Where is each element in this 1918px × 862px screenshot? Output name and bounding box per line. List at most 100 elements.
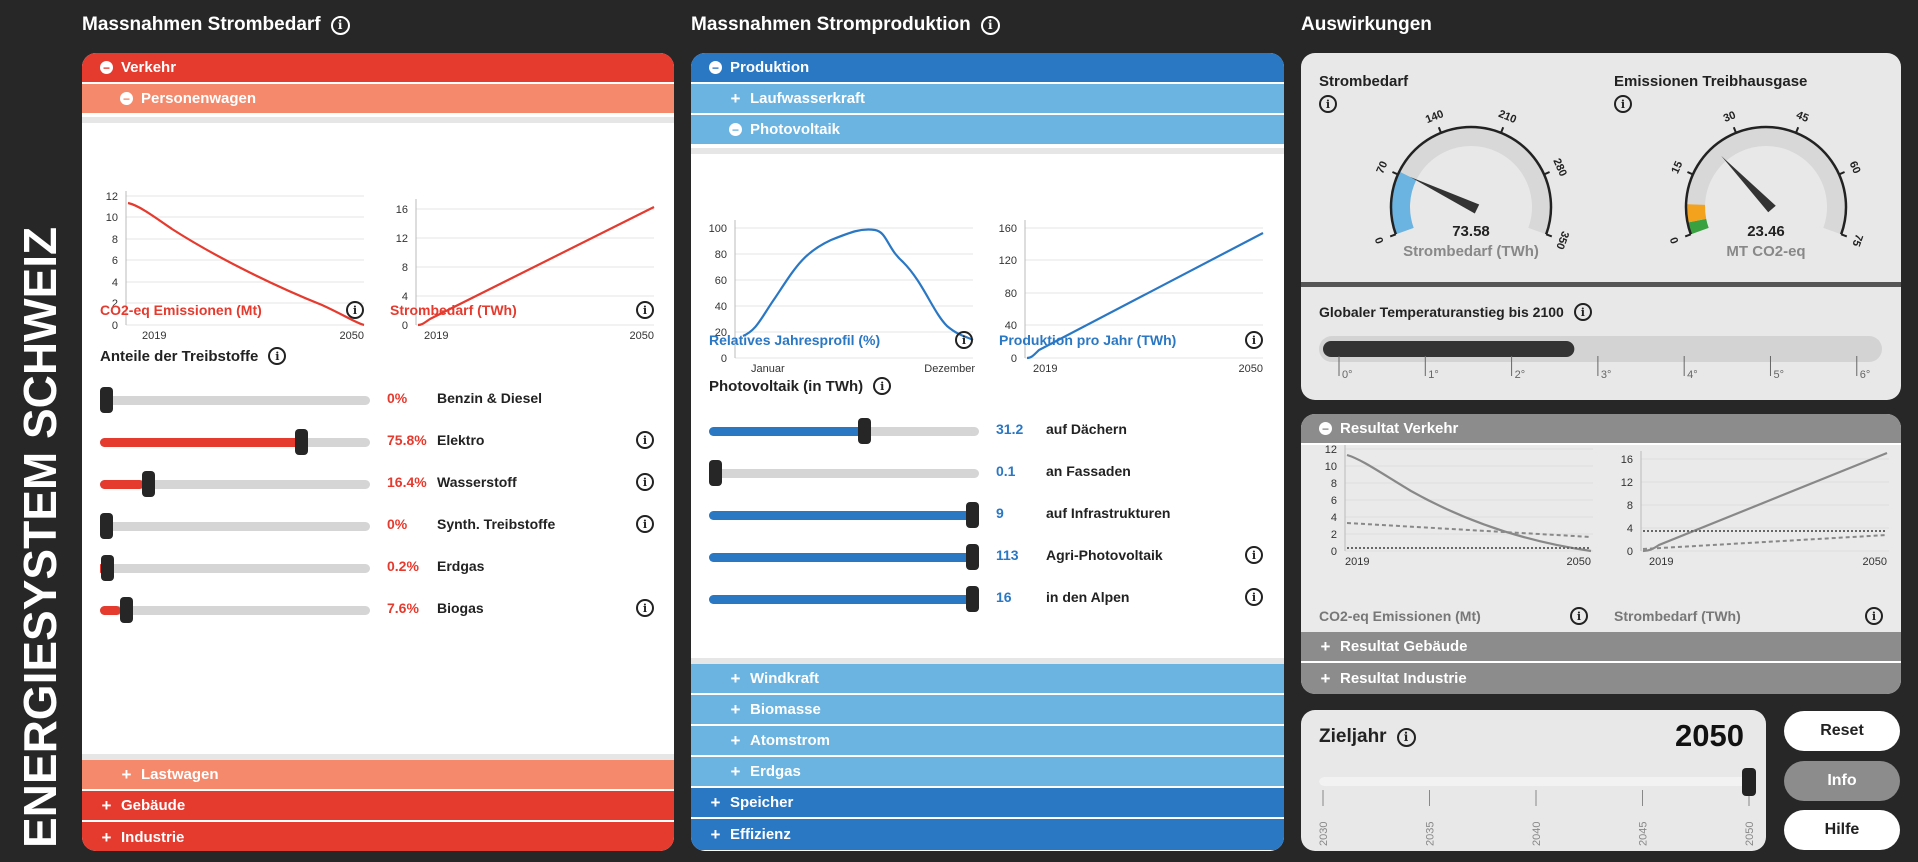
info-icon[interactable]: i (636, 301, 654, 319)
temp-tick-label: 4° (1687, 369, 1698, 381)
info-icon[interactable]: i (1865, 607, 1883, 625)
slider-value: 16 (996, 589, 1012, 605)
slider-handle[interactable] (294, 429, 308, 455)
resultat-verkehr-header[interactable]: − Resultat Verkehr (1301, 414, 1901, 445)
slider-track[interactable] (709, 502, 979, 528)
resultat-industrie-header[interactable]: + Resultat Industrie (1301, 663, 1901, 694)
produktion-header[interactable]: − Produktion (691, 53, 1284, 84)
slider-track[interactable] (709, 586, 979, 612)
slider-handle[interactable] (966, 502, 979, 528)
info-icon[interactable]: i (1396, 727, 1416, 747)
y-tick: 4 (1627, 523, 1633, 535)
slider-fill (100, 606, 121, 615)
speicher-header[interactable]: + Speicher (691, 788, 1284, 819)
info-icon[interactable]: i (346, 301, 364, 319)
jahresprofil-line (742, 228, 974, 341)
laufwasser-header[interactable]: + Laufwasserkraft (691, 84, 1284, 115)
gauge-needle (1721, 155, 1776, 213)
slider-label: Agri-Photovoltaik (1046, 547, 1163, 563)
resultat-industrie-label: Resultat Industrie (1340, 670, 1467, 687)
slider-handle[interactable] (100, 513, 113, 539)
lastwagen-header[interactable]: + Lastwagen (82, 760, 674, 791)
slider-track[interactable] (100, 513, 370, 539)
info-icon[interactable]: i (636, 599, 654, 617)
produktion-chart: 160 120 80 40 0 2019 2050 (999, 220, 1264, 375)
slider-track[interactable] (100, 471, 370, 497)
speicher-label: Speicher (730, 794, 794, 811)
windkraft-header[interactable]: + Windkraft (691, 664, 1284, 695)
slider-value: 0.1 (996, 463, 1016, 479)
slider-handle[interactable] (142, 471, 156, 497)
biomasse-header[interactable]: + Biomasse (691, 695, 1284, 726)
slider-handle[interactable] (966, 544, 979, 570)
info-icon[interactable]: i (1573, 303, 1592, 321)
info-icon[interactable]: i (636, 431, 654, 449)
slider-track[interactable] (100, 597, 370, 623)
info-icon[interactable]: i (1570, 607, 1588, 625)
atomstrom-header[interactable]: + Atomstrom (691, 726, 1284, 757)
slider-handle[interactable] (966, 586, 979, 612)
col2-title-text: Massnahmen Stromproduktion (691, 14, 971, 35)
slider-handle[interactable] (100, 387, 113, 413)
minus-icon: − (1319, 422, 1332, 435)
info-icon[interactable]: i (636, 515, 654, 533)
slider-track[interactable] (709, 460, 979, 486)
zieljahr-handle[interactable] (1742, 768, 1756, 796)
slider-handle[interactable] (100, 555, 114, 581)
x-tick: 2019 (142, 330, 166, 342)
verkehr-header[interactable]: − Verkehr (82, 53, 674, 84)
info-icon[interactable]: i (330, 15, 350, 35)
zieljahr-tick-label: 2040 (1531, 822, 1543, 846)
slider-value: 0% (387, 390, 408, 406)
y-tick: 16 (1621, 454, 1633, 466)
info-icon[interactable]: i (1245, 588, 1263, 606)
temp-fill (1323, 341, 1575, 357)
slider-track[interactable] (100, 429, 370, 455)
info-icon[interactable]: i (1245, 331, 1263, 349)
slider-track[interactable] (100, 387, 370, 413)
slider-row: 7.6% Biogas i (82, 596, 674, 626)
slider-handle[interactable] (119, 597, 133, 623)
slider-label: auf Infrastrukturen (1046, 505, 1171, 521)
info-icon[interactable]: i (873, 377, 892, 395)
info-icon[interactable]: i (955, 331, 973, 349)
gauge-tick (1500, 126, 1505, 134)
slider-row: 16 in den Alpen i (691, 585, 1284, 615)
gebaeude-label: Gebäude (121, 797, 186, 814)
info-icon[interactable]: i (268, 347, 287, 365)
info-button[interactable]: Info (1784, 761, 1900, 801)
slider-track[interactable] (100, 555, 370, 581)
photovoltaik-header[interactable]: − Photovoltaik (691, 115, 1284, 146)
slider-value: 113 (996, 547, 1019, 563)
y-tick: 4 (112, 277, 118, 289)
industrie-header[interactable]: + Industrie (82, 822, 674, 851)
jahresprofil-grid (735, 227, 973, 359)
slider-track[interactable] (709, 544, 979, 570)
gauge-tick (1732, 126, 1737, 134)
personenwagen-header[interactable]: − Personenwagen (82, 84, 674, 115)
zieljahr-title: Zieljahr i (1319, 726, 1416, 748)
reset-button[interactable]: Reset (1784, 711, 1900, 751)
slider-handle[interactable] (709, 460, 722, 486)
fuels-title: Anteile der Treibstoffe i (100, 347, 287, 365)
gebaeude-header[interactable]: + Gebäude (82, 791, 674, 822)
zieljahr-slider[interactable]: 2030 2035 2040 2045 2050 (1301, 760, 1766, 850)
info-icon[interactable]: i (636, 473, 654, 491)
hilfe-button[interactable]: Hilfe (1784, 810, 1900, 850)
info-icon[interactable]: i (1245, 546, 1263, 564)
zieljahr-tick-label: 2035 (1425, 822, 1437, 846)
plus-icon: + (1320, 637, 1331, 656)
slider-track[interactable] (709, 418, 979, 444)
erdgas-header[interactable]: + Erdgas (691, 757, 1284, 788)
resultat-gebaeude-label: Resultat Gebäude (1340, 638, 1468, 655)
gauge-tick-label: 60 (1847, 160, 1863, 176)
slider-fill (709, 511, 979, 520)
info-icon[interactable]: i (1319, 95, 1337, 113)
slider-fill (709, 427, 866, 436)
info-icon[interactable]: i (980, 15, 1000, 35)
info-icon[interactable]: i (1614, 95, 1632, 113)
resultat-gebaeude-header[interactable]: + Resultat Gebäude (1301, 632, 1901, 663)
effizienz-header[interactable]: + Effizienz (691, 819, 1284, 850)
slider-handle[interactable] (858, 418, 872, 444)
app-title: ENERGIESYSTEM SCHWEIZ (14, 0, 66, 862)
